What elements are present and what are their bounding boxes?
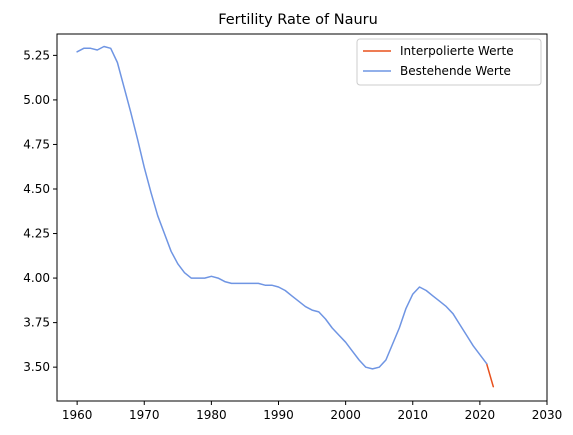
legend-box xyxy=(356,38,542,86)
y-tick-label: 4.50 xyxy=(23,182,50,196)
x-tick-label: 1970 xyxy=(129,408,160,422)
legend-label: Interpolierte Werte xyxy=(400,44,514,58)
y-tick-label: 5.25 xyxy=(23,48,50,62)
x-axis: 1960 1970 1980 1990 2000 2010 2020 2030 xyxy=(62,401,562,422)
x-tick-label: 2030 xyxy=(532,408,563,422)
plot-area xyxy=(56,33,548,402)
x-tick-label: 2010 xyxy=(397,408,428,422)
y-tick-label: 4.25 xyxy=(23,227,50,241)
plot-frame xyxy=(56,33,548,402)
y-tick-label: 3.50 xyxy=(23,360,50,374)
legend: Interpolierte Werte Bestehende Werte xyxy=(356,38,542,86)
y-tick-label: 5.00 xyxy=(23,93,50,107)
x-tick-label: 2020 xyxy=(465,408,496,422)
y-tick-label: 4.00 xyxy=(23,271,50,285)
y-tick-label: 3.75 xyxy=(23,316,50,330)
x-tick-label: 1960 xyxy=(62,408,93,422)
x-tick-label: 1990 xyxy=(263,408,294,422)
chart-title: Fertility Rate of Nauru xyxy=(218,12,378,28)
series-line-0 xyxy=(485,362,495,388)
legend-label: Bestehende Werte xyxy=(400,64,511,78)
y-axis: 3.50 3.75 4.00 4.25 4.50 4.75 5.00 5.25 xyxy=(23,48,57,374)
x-tick-label: 2000 xyxy=(330,408,361,422)
series-line-1 xyxy=(76,45,488,370)
series-lines xyxy=(76,45,495,388)
y-tick-label: 4.75 xyxy=(23,137,50,151)
x-tick-label: 1980 xyxy=(196,408,227,422)
